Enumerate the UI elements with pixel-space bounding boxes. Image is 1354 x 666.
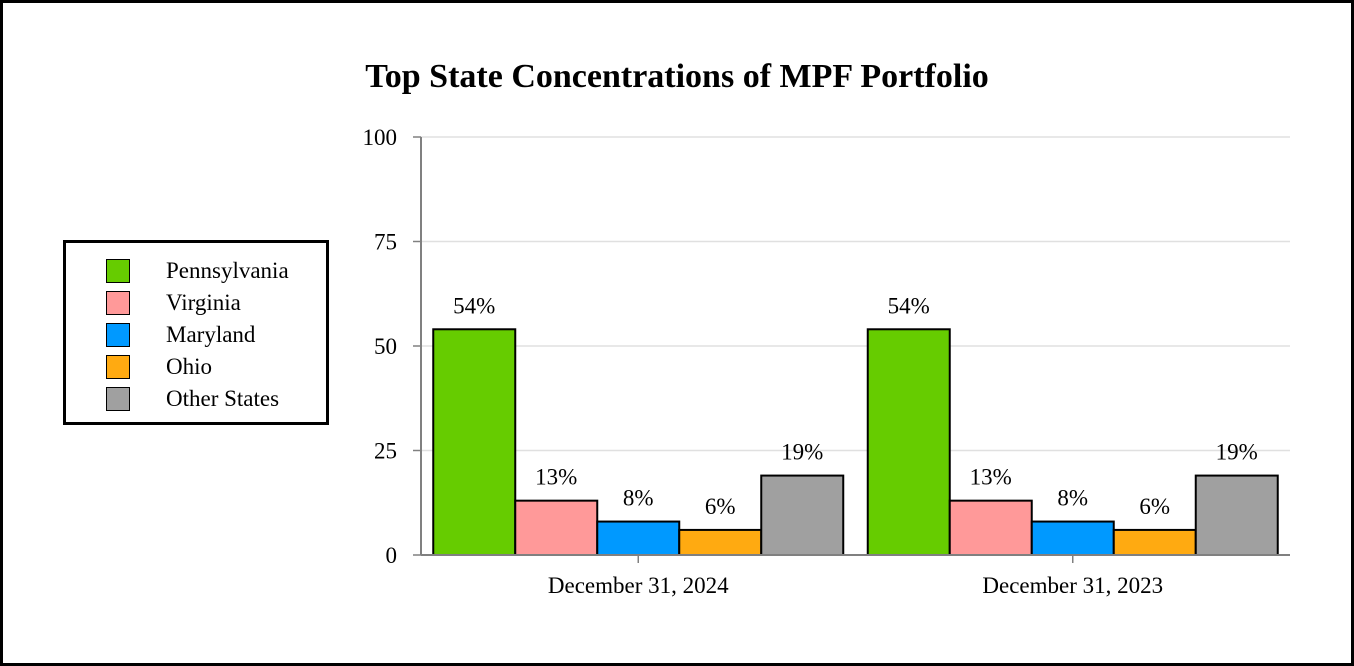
y-tick-label: 25 [374,439,397,464]
bar [760,474,845,556]
y-tick-label: 50 [374,334,397,359]
legend-item-other-states: Other States [106,385,279,413]
data-label: 54% [453,293,495,318]
legend-label: Maryland [166,322,256,347]
chart-title: Top State Concentrations of MPF Portfoli… [365,58,989,95]
legend-label: Ohio [166,354,212,379]
bar [678,528,763,556]
data-label: 8% [1057,486,1088,511]
x-tick-label: December 31, 2023 [982,573,1163,598]
x-tick-label: December 31, 2024 [548,573,729,598]
legend-swatch [106,259,130,283]
legend: Pennsylvania Virginia Maryland Ohio Othe… [63,240,329,425]
data-label: 8% [623,486,654,511]
legend-swatch [106,355,130,379]
legend-label: Other States [166,386,280,411]
bar [1194,474,1279,556]
legend-swatch [106,387,130,411]
legend-item-pennsylvania: Pennsylvania [106,257,289,285]
bar [596,520,681,556]
y-tick-label: 100 [363,125,398,150]
bar [866,328,951,556]
legend-label: Pennsylvania [166,258,289,283]
data-label: 54% [888,293,930,318]
data-label: 13% [970,465,1012,490]
data-label: 6% [1139,494,1170,519]
legend-item-ohio: Ohio [106,353,212,381]
legend-swatch [106,291,130,315]
legend-item-maryland: Maryland [106,321,255,349]
data-label: 13% [535,465,577,490]
y-tick-label: 75 [374,230,397,255]
bar [514,499,599,557]
bar [432,328,517,556]
bar [948,499,1033,557]
legend-item-virginia: Virginia [106,289,241,317]
data-label: 6% [705,494,736,519]
bar [1030,520,1115,556]
legend-swatch [106,323,130,347]
data-label: 19% [1216,440,1258,465]
bar [1112,528,1197,556]
y-tick-label: 0 [386,543,398,568]
data-label: 19% [781,440,823,465]
legend-label: Virginia [166,290,241,315]
